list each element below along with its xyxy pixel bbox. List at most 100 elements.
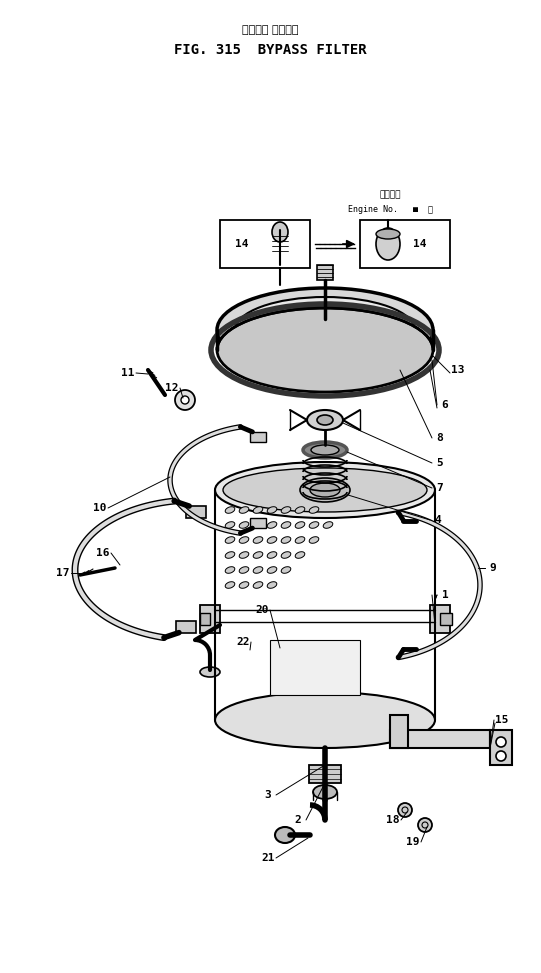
Ellipse shape <box>310 483 340 497</box>
Ellipse shape <box>253 537 263 543</box>
Ellipse shape <box>239 552 249 559</box>
Ellipse shape <box>225 537 235 543</box>
Ellipse shape <box>300 478 350 502</box>
Ellipse shape <box>295 552 305 559</box>
Text: 2: 2 <box>295 815 301 825</box>
Ellipse shape <box>225 582 235 589</box>
Ellipse shape <box>311 445 339 455</box>
Ellipse shape <box>239 507 249 514</box>
Bar <box>390 715 408 748</box>
Ellipse shape <box>295 537 305 543</box>
Ellipse shape <box>309 537 319 543</box>
Text: 14: 14 <box>413 239 427 249</box>
Ellipse shape <box>253 582 263 589</box>
Circle shape <box>496 737 506 747</box>
Ellipse shape <box>267 522 277 528</box>
Ellipse shape <box>267 507 277 514</box>
Ellipse shape <box>272 222 288 242</box>
Text: 14: 14 <box>235 239 249 249</box>
Text: Engine No.   ■  ～: Engine No. ■ ～ <box>347 205 432 214</box>
Text: 16: 16 <box>96 548 110 558</box>
Ellipse shape <box>295 522 305 528</box>
Bar <box>270 640 360 695</box>
Circle shape <box>418 818 432 832</box>
Bar <box>176 621 196 632</box>
Text: 3: 3 <box>265 790 272 800</box>
Text: 1: 1 <box>441 590 448 600</box>
Bar <box>390 730 490 748</box>
Text: 15: 15 <box>495 715 509 725</box>
Circle shape <box>496 751 506 761</box>
Ellipse shape <box>313 785 337 799</box>
Text: FIG. 315  BYPASS FILTER: FIG. 315 BYPASS FILTER <box>174 43 366 57</box>
Ellipse shape <box>253 507 263 514</box>
Text: 適用号機: 適用号機 <box>379 191 401 199</box>
Text: 20: 20 <box>255 605 269 615</box>
Ellipse shape <box>253 552 263 559</box>
Ellipse shape <box>215 692 435 748</box>
Ellipse shape <box>281 522 291 528</box>
Ellipse shape <box>281 537 291 543</box>
Ellipse shape <box>223 468 427 512</box>
Ellipse shape <box>217 308 433 392</box>
Bar <box>440 613 452 625</box>
Text: 18: 18 <box>386 815 400 825</box>
Ellipse shape <box>295 319 355 341</box>
Bar <box>250 519 266 528</box>
Text: 17: 17 <box>56 568 70 578</box>
Ellipse shape <box>239 537 249 543</box>
Circle shape <box>175 390 195 410</box>
Text: 5: 5 <box>437 458 444 468</box>
Ellipse shape <box>260 306 390 354</box>
Text: バイパス フィルタ: バイパス フィルタ <box>242 25 298 35</box>
Text: 13: 13 <box>451 365 465 375</box>
Text: 6: 6 <box>441 400 448 410</box>
Ellipse shape <box>235 297 415 363</box>
Ellipse shape <box>253 522 263 528</box>
Circle shape <box>398 803 412 817</box>
Ellipse shape <box>267 566 277 573</box>
Ellipse shape <box>376 229 400 239</box>
Bar <box>317 265 333 280</box>
Ellipse shape <box>267 582 277 589</box>
Ellipse shape <box>215 462 435 518</box>
Ellipse shape <box>217 288 433 372</box>
Ellipse shape <box>200 667 220 677</box>
Bar <box>220 220 310 268</box>
Ellipse shape <box>225 552 235 559</box>
Ellipse shape <box>239 522 249 528</box>
Bar <box>186 506 206 518</box>
Ellipse shape <box>281 507 291 514</box>
Text: 7: 7 <box>437 483 444 493</box>
Ellipse shape <box>281 566 291 573</box>
Text: 22: 22 <box>236 637 250 647</box>
Ellipse shape <box>281 552 291 559</box>
Bar <box>309 765 341 783</box>
Bar <box>360 220 450 268</box>
Ellipse shape <box>303 442 347 458</box>
Text: 11: 11 <box>121 368 135 378</box>
Bar <box>200 613 210 625</box>
Ellipse shape <box>225 522 235 528</box>
Bar <box>250 432 266 442</box>
Circle shape <box>181 396 189 404</box>
Ellipse shape <box>323 522 333 528</box>
Ellipse shape <box>275 827 295 843</box>
Text: 4: 4 <box>434 515 441 525</box>
Ellipse shape <box>295 507 305 514</box>
Ellipse shape <box>253 566 263 573</box>
Ellipse shape <box>376 228 400 260</box>
Text: 19: 19 <box>406 837 420 847</box>
Ellipse shape <box>225 507 235 514</box>
Ellipse shape <box>309 522 319 528</box>
Bar <box>200 605 220 633</box>
Bar <box>430 605 450 633</box>
Ellipse shape <box>239 582 249 589</box>
Ellipse shape <box>267 552 277 559</box>
Ellipse shape <box>267 537 277 543</box>
Ellipse shape <box>310 324 340 336</box>
Ellipse shape <box>239 566 249 573</box>
Bar <box>490 730 512 765</box>
Ellipse shape <box>225 566 235 573</box>
Text: 10: 10 <box>93 503 107 513</box>
